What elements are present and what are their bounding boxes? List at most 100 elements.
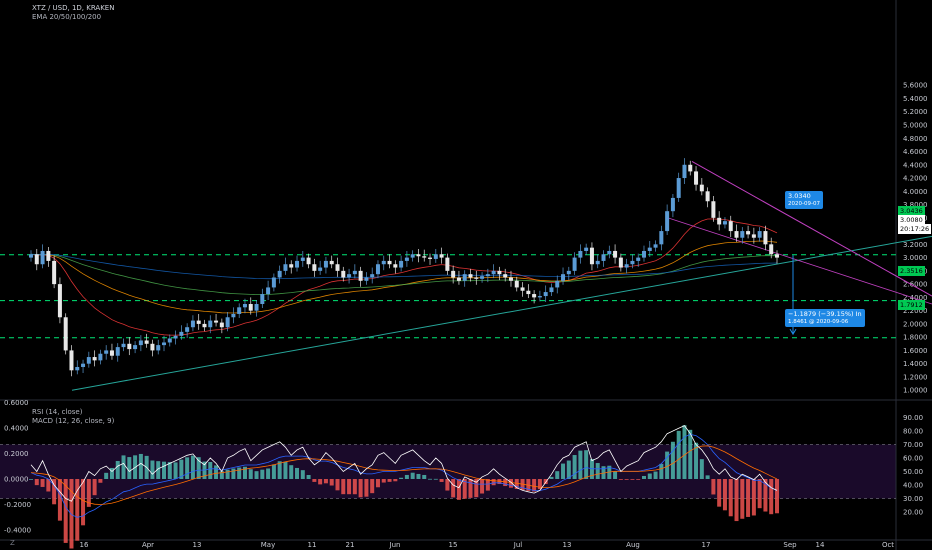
candle-body [202,323,207,328]
candle-body [289,264,294,268]
candle-body [428,257,433,259]
candle-body [109,350,114,356]
macd-histogram-bar [370,479,375,494]
candle-body [283,264,288,271]
candle-body [532,294,537,298]
candle-body [266,287,271,295]
symbol-title: XTZ / USD, 1D, KRAKEN [32,4,115,12]
candle-body [485,274,490,277]
candle-body [104,350,109,354]
candle-body [717,217,722,225]
candle-body [196,320,201,324]
macd-histogram-bar [248,469,253,479]
candle-body [63,317,68,351]
macd-histogram-bar [769,479,774,515]
macd-histogram-bar [537,479,542,490]
candle-body [618,257,623,268]
price-tick-label: 4.4000 [903,161,928,169]
time-tick-label: 17 [702,541,711,549]
timezone-button[interactable]: Z [10,539,15,547]
candle-body [329,260,334,265]
macd-histogram-bar [549,476,554,479]
ema-legend: EMA 20/50/100/200 [32,13,102,21]
macd-histogram-bar [179,459,184,479]
macd-histogram-bar [254,471,259,479]
macd-histogram-bar [387,479,392,482]
price-tick-label: 5.2000 [903,108,928,116]
macd-histogram-bar [69,479,74,549]
candle-body [595,260,600,265]
macd-histogram-bar [613,471,618,479]
candle-body [757,231,762,238]
measure-start-date: 2020-09-07 [788,201,820,207]
macd-histogram-bar [746,479,751,517]
price-tick-label: 4.0000 [903,188,928,196]
candle-body [711,201,716,218]
rsi-tick-label: 80.00 [903,428,923,436]
macd-histogram-bar [410,472,415,479]
candle-body [121,343,126,348]
macd-histogram-bar [109,467,114,479]
macd-histogram-bar [740,479,745,519]
candle-body [468,274,473,278]
macd-histogram-bar [393,479,398,482]
candle-body [81,363,86,367]
candle-body [734,231,739,238]
macd-histogram-bar [468,479,473,498]
macd-histogram-bar [532,479,537,492]
macd-histogram-bar [503,479,508,487]
macd-histogram-bar [225,469,230,479]
macd-histogram-bar [266,468,271,479]
macd-histogram-bar [474,479,479,498]
macd-histogram-bar [485,479,490,491]
macd-histogram-bar [514,479,519,490]
candle-body [208,320,213,328]
candle-body [694,171,699,185]
candle-body [352,270,357,275]
macd-tick-label: 0.0000 [4,476,29,484]
macd-line [30,433,778,518]
time-tick-label: Jun [389,541,401,549]
macd-histogram-bar [341,479,346,495]
candle-body [503,274,508,278]
macd-histogram-bar [566,460,571,479]
candle-body [491,270,496,275]
candle-body [156,345,161,351]
macd-histogram-bar [734,479,739,522]
candle-body [52,260,57,285]
candle-body [370,274,375,278]
macd-histogram-bar [75,479,80,541]
candle-body [242,304,247,308]
price-tick-label: 5.0000 [903,122,928,130]
candle-body [763,231,768,245]
macd-tick-label: -0.4000 [4,527,31,535]
macd-histogram-bar [81,479,86,526]
candle-body [659,231,664,245]
candle-body [115,347,120,356]
measure-start-value: 3.0340 [788,192,811,200]
macd-histogram-bar [150,460,155,479]
candle-body [225,317,230,328]
price-tick-label: 4.2000 [903,175,928,183]
macd-histogram-bar [630,479,635,480]
macd-histogram-bar [728,479,733,517]
price-tick-label: 1.2000 [903,373,928,381]
candle-body [670,197,675,212]
macd-histogram-bar [242,466,247,479]
candle-body [248,304,253,311]
macd-histogram-bar [601,466,606,479]
candle-body [751,234,756,238]
candle-body [150,343,155,351]
candle-body [29,254,33,258]
measure-arrowhead [789,328,797,336]
rsi-tick-label: 40.00 [903,482,923,490]
candle-body [341,270,346,278]
rsi-tick-label: 30.00 [903,495,923,503]
candle-body [647,247,652,251]
price-tick-label: 1.6000 [903,347,928,355]
candle-body [636,257,641,261]
macd-histogram-bar [156,461,161,479]
macd-histogram-bar [104,472,109,479]
price-tick-label: 2.2000 [903,307,928,315]
